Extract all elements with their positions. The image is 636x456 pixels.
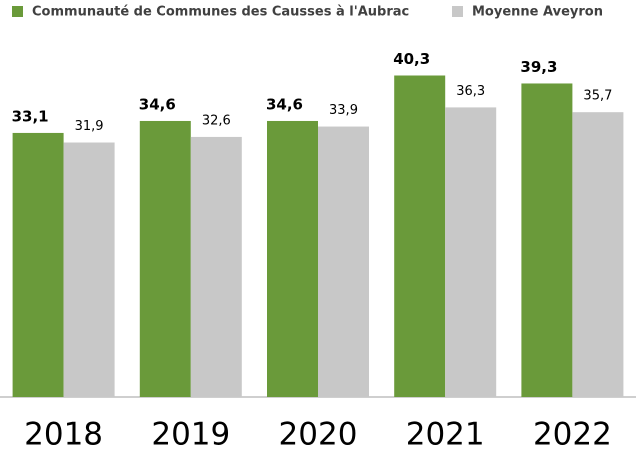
bar: [394, 75, 446, 398]
data-label: 33,1: [12, 107, 49, 125]
bar: [190, 136, 242, 397]
data-label: 35,7: [583, 89, 612, 104]
x-tick-label: 2022: [533, 417, 612, 453]
bar: [12, 132, 64, 398]
bar: [267, 120, 318, 398]
bar: [139, 120, 191, 398]
bar: [63, 142, 115, 397]
data-label: 34,6: [139, 95, 176, 113]
x-tick-label: 2018: [24, 417, 103, 453]
data-label: 31,9: [75, 119, 104, 134]
legend-label: Moyenne Aveyron: [472, 5, 603, 20]
legend-swatch: [12, 6, 23, 17]
bar: [318, 126, 369, 397]
data-label: 39,3: [520, 58, 557, 76]
data-label: 40,3: [393, 50, 430, 68]
data-label: 36,3: [456, 84, 485, 99]
x-tick-label: 2020: [279, 417, 358, 453]
data-label: 32,6: [202, 113, 231, 128]
legend-label: Communauté de Communes des Causses à l'A…: [32, 5, 409, 20]
data-label: 34,6: [266, 95, 303, 113]
x-tick-label: 2021: [406, 417, 485, 453]
bar: [572, 112, 624, 398]
bar: [521, 83, 573, 398]
x-tick-label: 2019: [151, 417, 230, 453]
data-label: 33,9: [329, 103, 358, 118]
legend-swatch: [452, 6, 463, 17]
bar: [445, 107, 497, 397]
